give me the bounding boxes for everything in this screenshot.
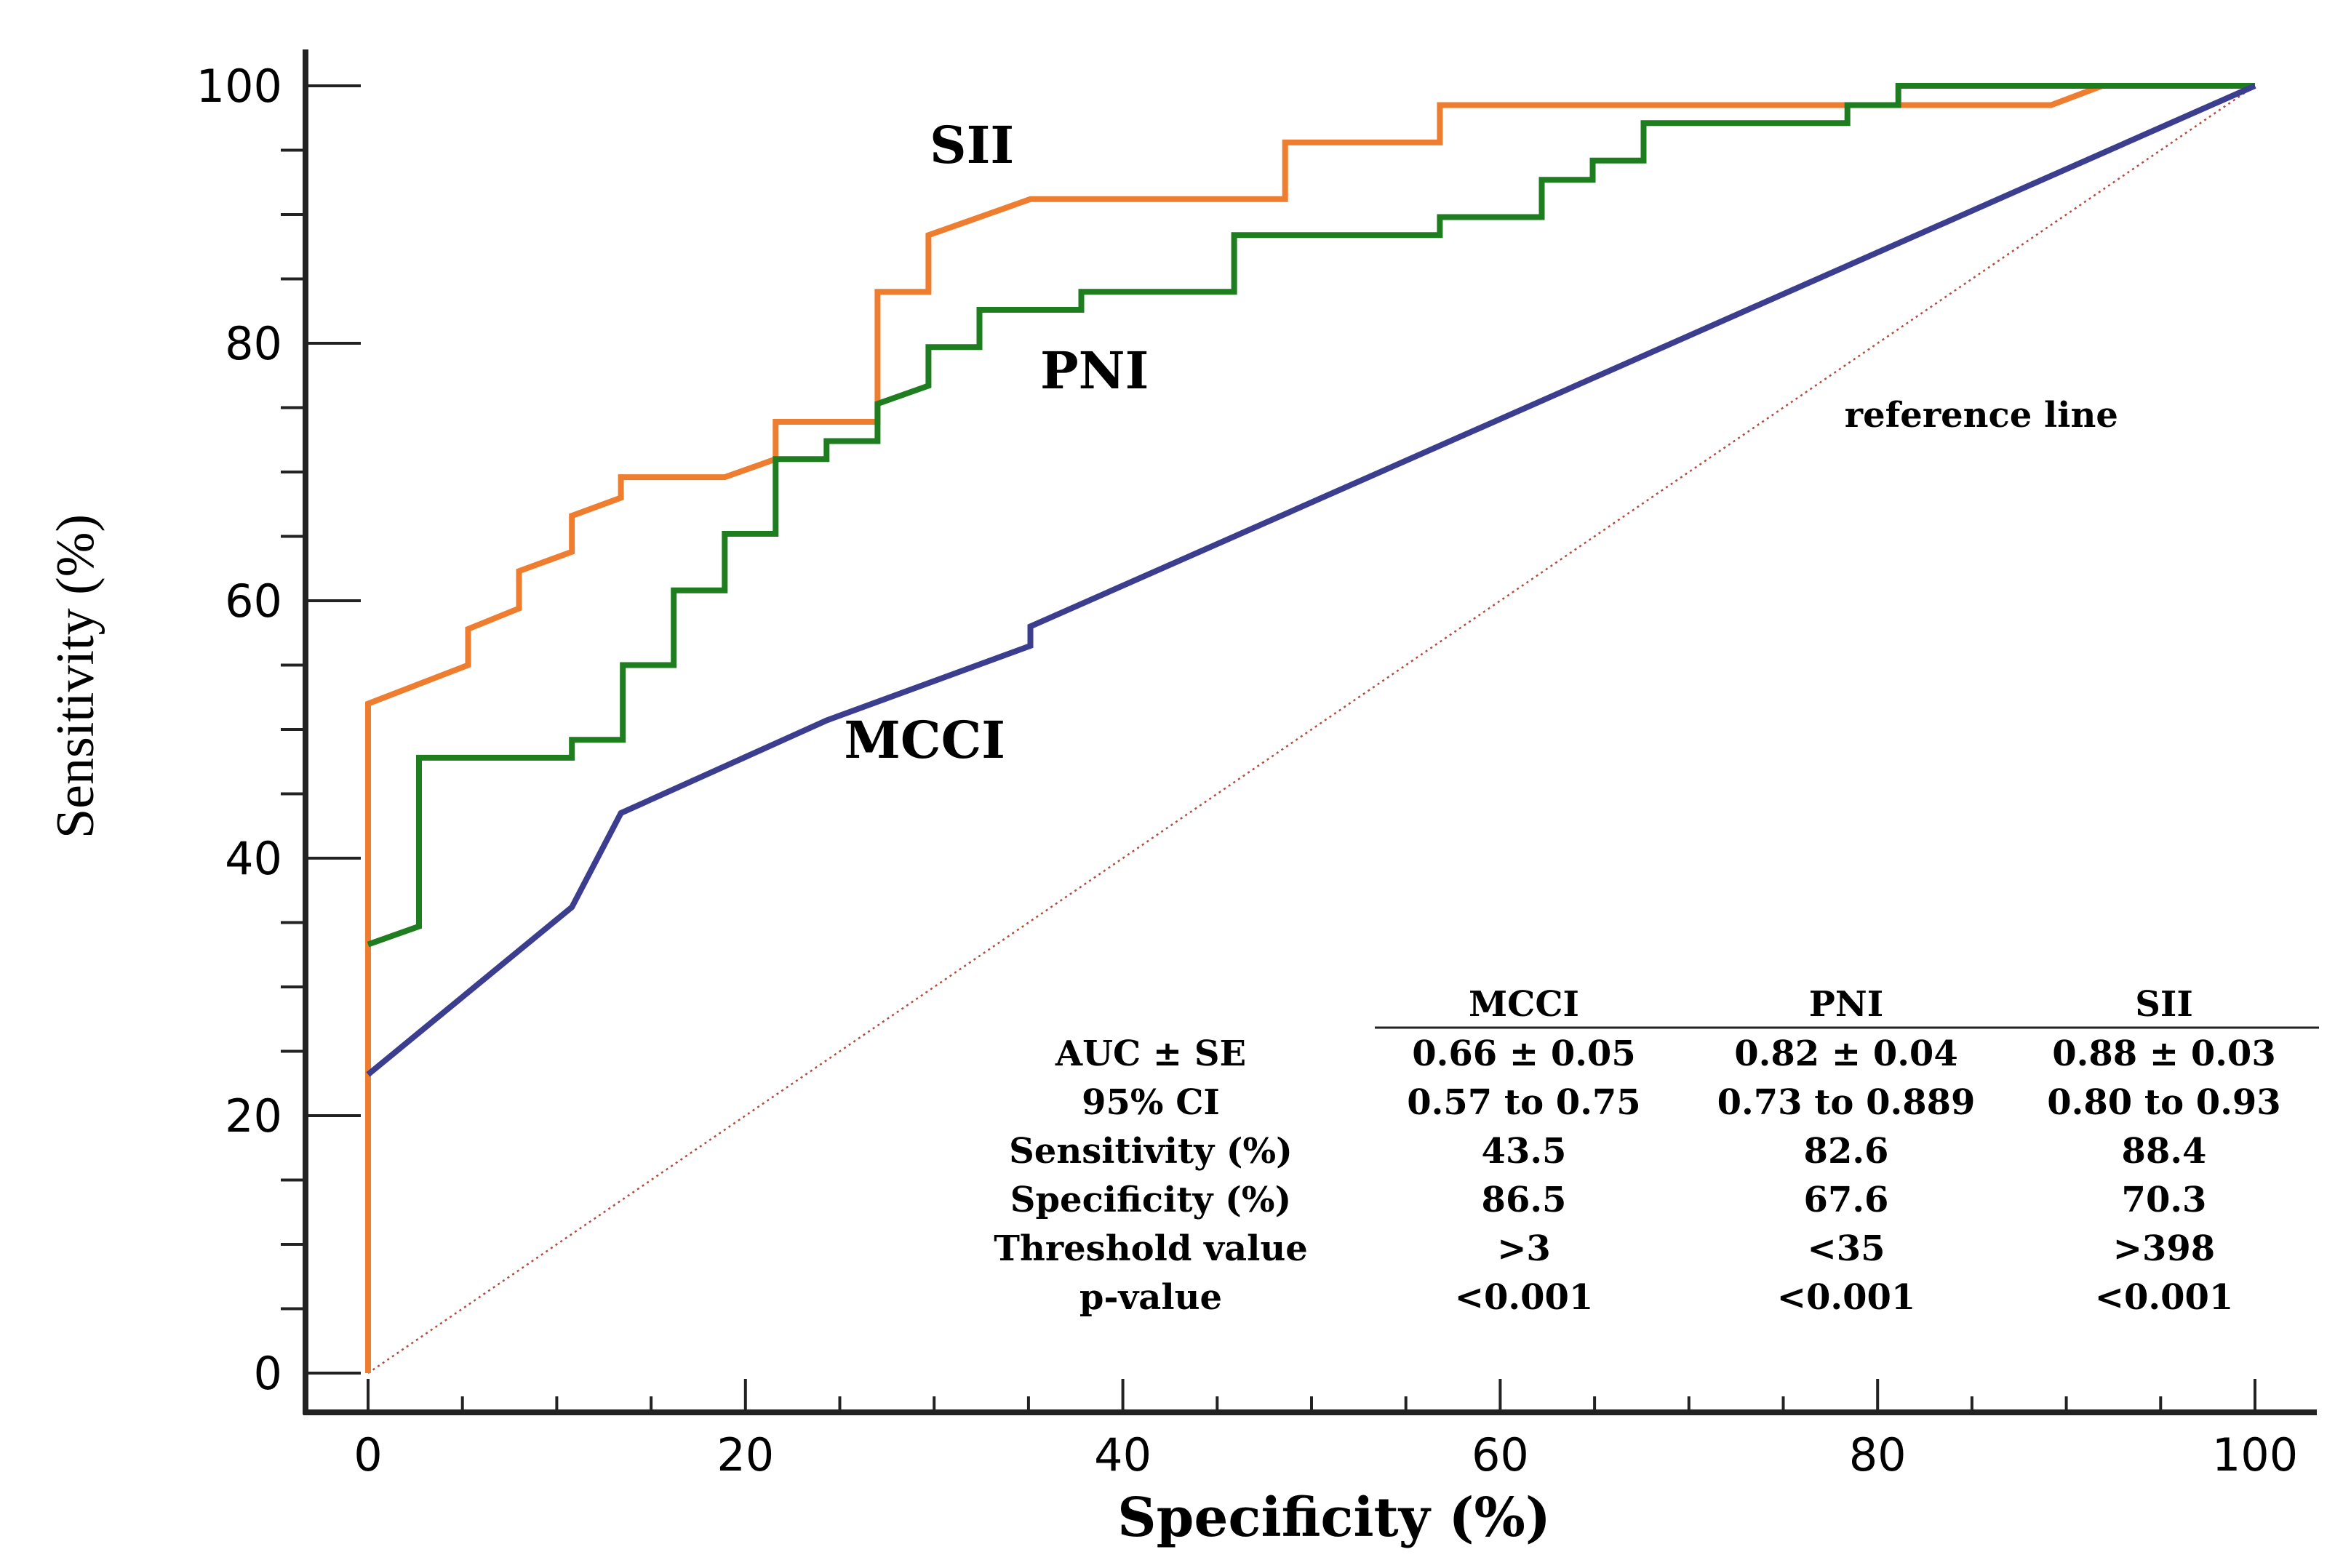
table-cell: 0.88 ± 0.03 [2052,1033,2275,1074]
series-label-sii: SII [930,115,1014,175]
y-axis-title: Sensitivity (%) [46,514,105,839]
table-cell: 0.82 ± 0.04 [1734,1033,1957,1074]
y-tick-label: 80 [225,317,282,370]
x-tick-label: 20 [717,1428,774,1481]
x-tick-label: 80 [1849,1428,1907,1481]
table-cell: 82.6 [1804,1131,1889,1172]
series-line-sii [365,83,2255,1373]
y-tick-label: 100 [196,60,282,113]
table-cell: >3 [1497,1228,1551,1269]
series-label-mcci: MCCI [844,710,1005,770]
table-row-label: Threshold value [994,1228,1308,1269]
table-row-label: AUC ± SE [1055,1033,1246,1074]
y-tick-label: 20 [225,1089,282,1143]
table-header-sii: SII [2135,984,2193,1025]
x-tick-label: 60 [1472,1428,1529,1481]
table-row-label: 95% CI [1082,1082,1220,1123]
series-layer [365,83,2256,1373]
table-cell: <0.001 [2095,1277,2234,1318]
table-cell: 70.3 [2122,1180,2207,1220]
table-cell: <0.001 [1777,1277,1916,1318]
table-cell: 0.73 to 0.889 [1717,1082,1976,1123]
table-header-pni: PNI [1809,984,1883,1025]
table-cell: 86.5 [1482,1180,1567,1220]
x-tick-label: 100 [2212,1428,2298,1481]
table-cell: >398 [2113,1228,2215,1269]
axes-layer: 0 20 40 60 80 100 0 20 40 60 80 100 [196,49,2317,1481]
reference-line [367,84,2256,1375]
table-header-mcci: MCCI [1469,984,1579,1025]
series-label-pni: PNI [1040,340,1149,401]
reference-line-label: reference line [1845,395,2118,436]
x-tick-label: 0 [354,1428,382,1481]
labels-layer: SII PNI MCCI reference line [844,115,2118,770]
y-tick-label: 0 [254,1347,282,1400]
table-cell: <0.001 [1455,1277,1594,1318]
x-axis-title: Specificity (%) [1117,1487,1551,1549]
table-cell: 0.66 ± 0.05 [1412,1033,1635,1074]
table-cell: <35 [1807,1228,1885,1269]
table-cell: 67.6 [1804,1180,1889,1220]
x-tick-label: 40 [1094,1428,1151,1481]
table-cell: 0.80 to 0.93 [2047,1082,2280,1123]
table-row-label: p-value [1079,1277,1222,1318]
table-cell: 88.4 [2122,1131,2207,1172]
series-line-pni [367,83,2255,948]
stats-table: MCCI PNI SII AUC ± SE 0.66 ± 0.05 0.82 ± 0.04… [994,984,2319,1318]
table-row-label: Specificity (%) [1010,1180,1291,1220]
reference-line-layer [367,84,2256,1375]
table-cell: 0.57 to 0.75 [1407,1082,1640,1123]
table-row-label: Sensitivity (%) [1009,1131,1293,1172]
y-tick-label: 40 [225,832,282,885]
series-line-mcci [366,83,2256,1077]
table-cell: 43.5 [1482,1131,1567,1172]
y-tick-label: 60 [225,575,282,628]
